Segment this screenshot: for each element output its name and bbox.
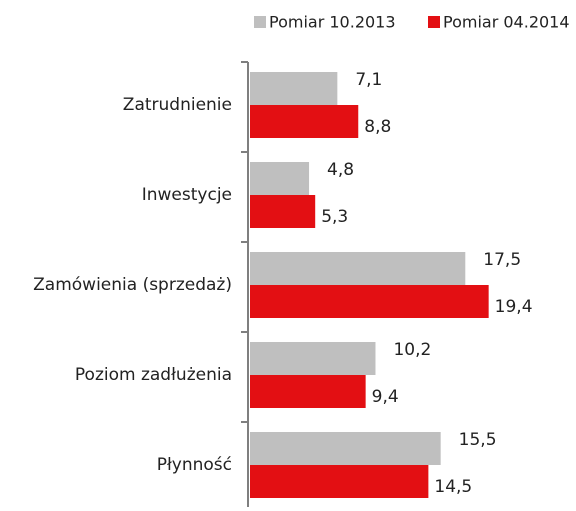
data-label: 5,3 [321, 207, 348, 227]
data-label: 15,5 [459, 430, 497, 450]
data-label: 9,4 [372, 387, 399, 407]
category-label: Zamówienia (sprzedaż) [33, 275, 232, 295]
data-label: 14,5 [434, 477, 472, 497]
data-label: 10,2 [393, 340, 431, 360]
category-label: Zatrudnienie [123, 95, 232, 115]
bar [250, 285, 489, 318]
data-label: 8,8 [364, 117, 391, 137]
data-label: 17,5 [483, 250, 521, 270]
category-label: Inwestycje [142, 185, 232, 205]
data-label: 19,4 [495, 297, 533, 317]
legend-swatch [428, 16, 440, 28]
bar [250, 195, 316, 228]
category-label: Poziom zadłużenia [75, 365, 232, 385]
legend-label: Pomiar 04.2014 [443, 13, 570, 32]
data-label: 7,1 [355, 70, 382, 90]
bar [250, 342, 376, 375]
legend-label: Pomiar 10.2013 [269, 13, 396, 32]
data-label: 4,8 [327, 160, 354, 180]
bar [250, 375, 366, 408]
bar [250, 432, 441, 465]
bar [250, 105, 359, 138]
bar [250, 162, 310, 195]
legend-swatch [254, 16, 266, 28]
bar [250, 465, 429, 498]
category-label: Płynność [157, 455, 232, 475]
bar [250, 72, 338, 105]
bar [250, 252, 466, 285]
